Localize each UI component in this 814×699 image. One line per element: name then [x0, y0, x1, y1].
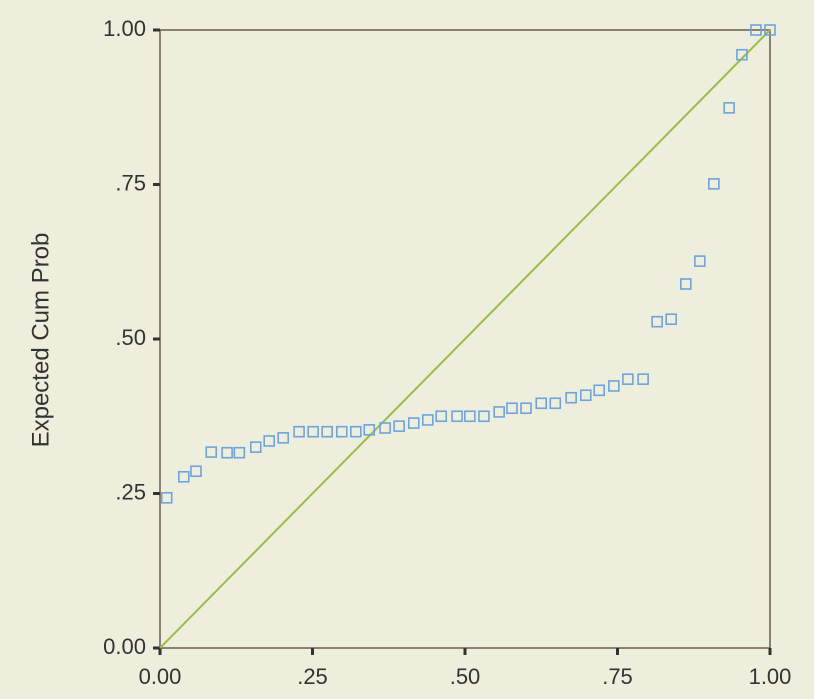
x-tick-label: .25	[297, 664, 328, 689]
x-tick-label: 1.00	[749, 664, 792, 689]
y-tick-label: 1.00	[103, 16, 146, 41]
x-tick-label: .50	[450, 664, 481, 689]
chart: Expected Cum Prob 0.00 .25 .50 .75 1.00 0.00.…	[0, 0, 814, 699]
y-tick-label: .25	[115, 479, 146, 504]
y-tick-label: .75	[115, 170, 146, 195]
x-tick-label: .75	[602, 664, 633, 689]
x-tick-label: 0.00	[139, 664, 182, 689]
y-tick-label: .50	[115, 325, 146, 350]
y-tick-label: 0.00	[103, 634, 146, 659]
y-axis-label: Expected Cum Prob	[27, 233, 54, 448]
